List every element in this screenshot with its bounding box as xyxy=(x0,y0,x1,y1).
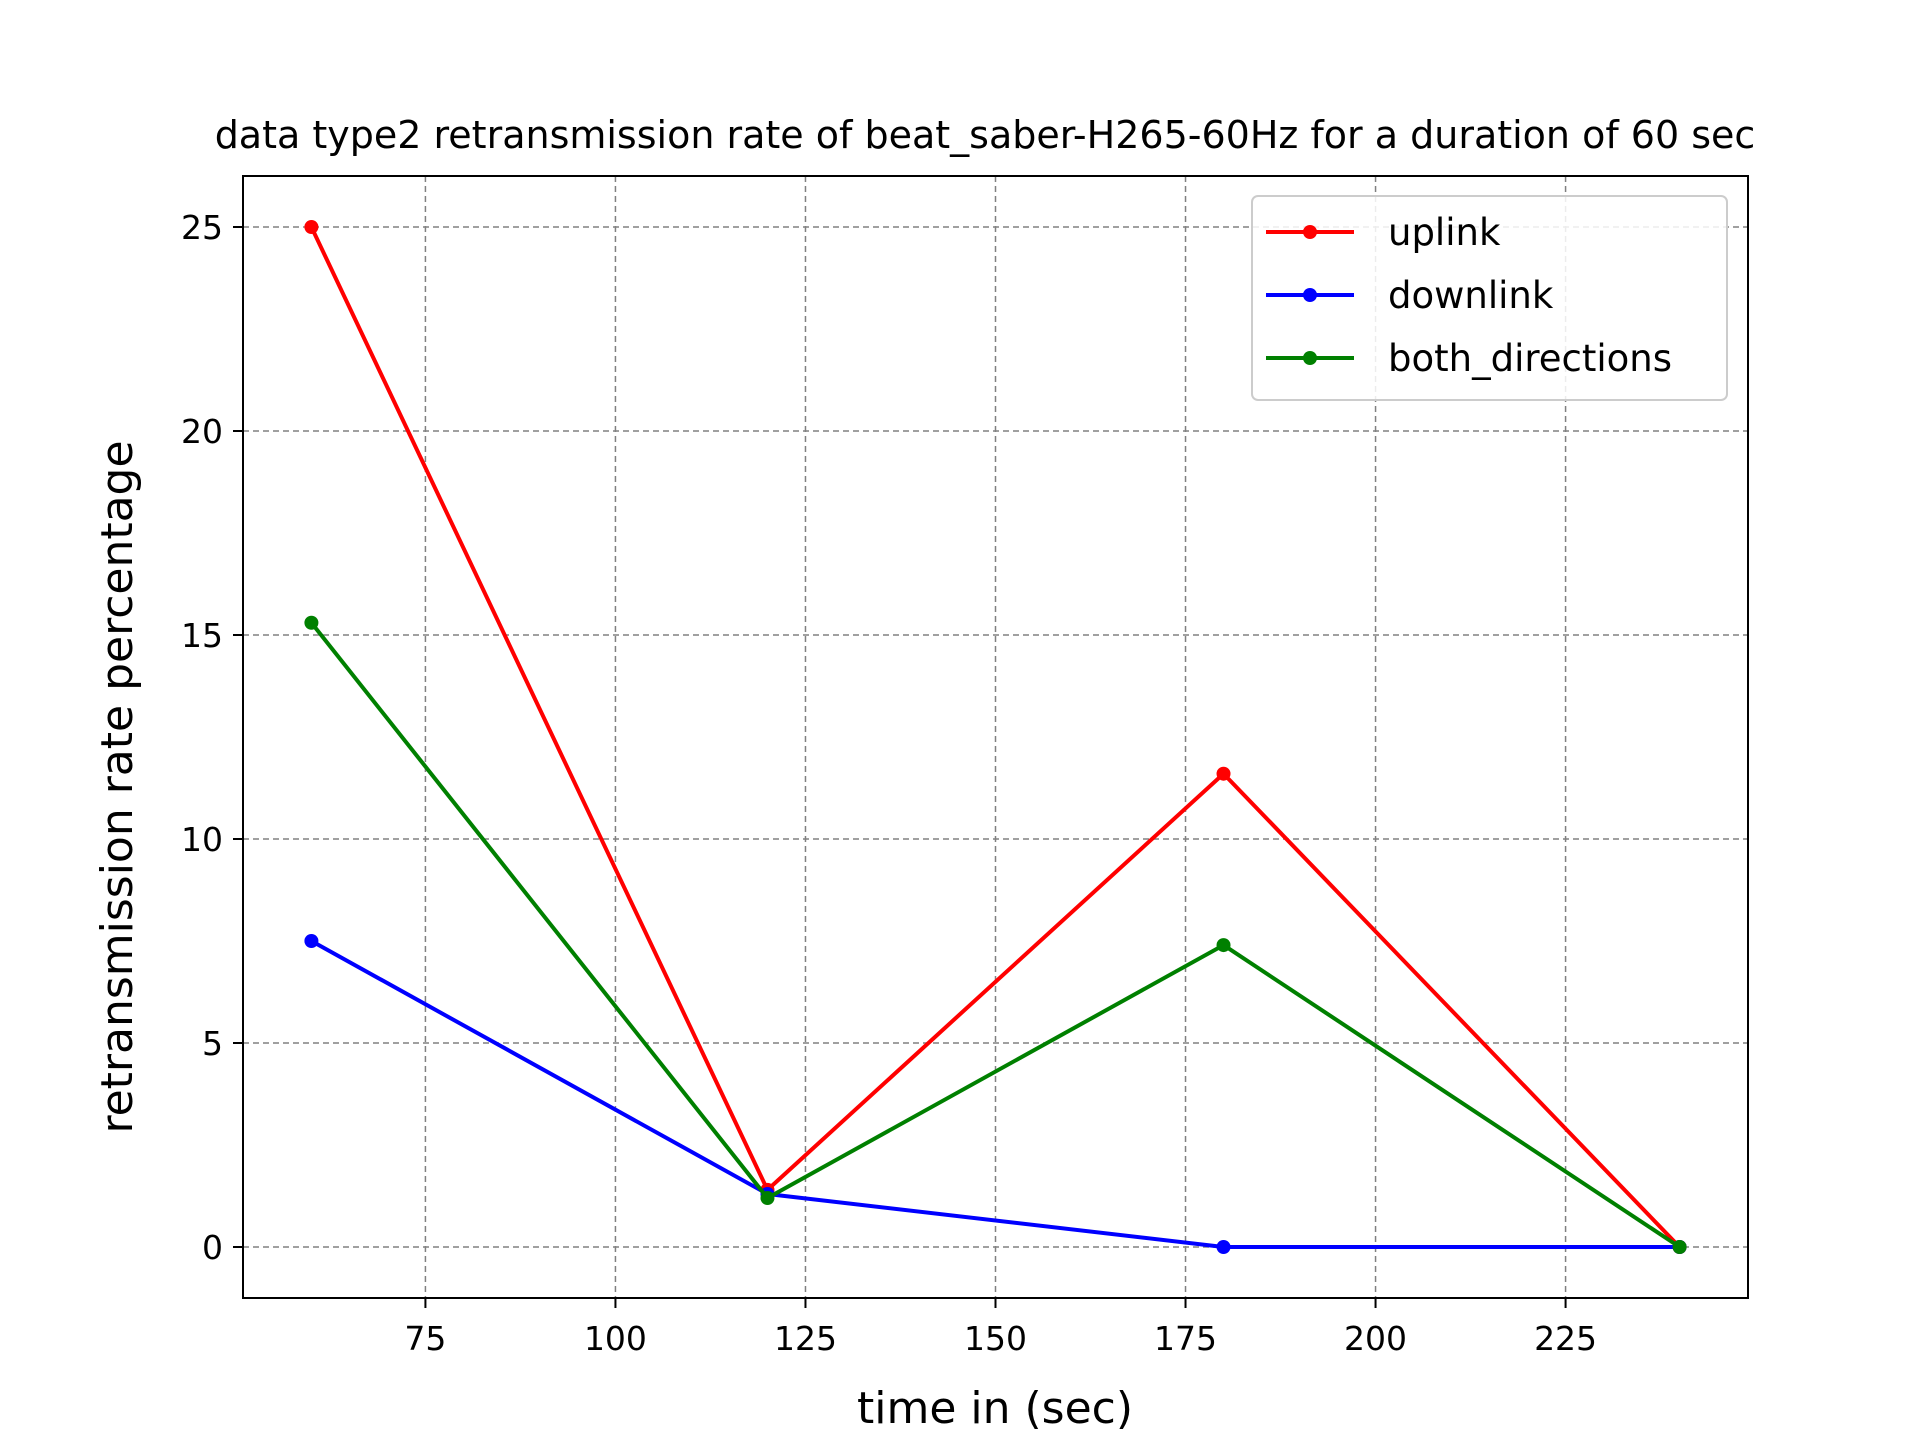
series-line xyxy=(309,621,1681,1249)
x-tick-label: 75 xyxy=(404,1319,446,1358)
data-point xyxy=(760,1191,775,1206)
series-both-directions xyxy=(304,615,1687,1254)
data-point xyxy=(304,220,319,234)
series-layer xyxy=(304,220,1687,1254)
series-line xyxy=(309,226,1682,1249)
legend-entry: downlink xyxy=(1266,274,1554,317)
legend-box xyxy=(1251,195,1728,401)
y-tick-label: 10 xyxy=(181,820,223,859)
data-point xyxy=(1216,1240,1231,1254)
legend-swatch-marker xyxy=(1303,288,1317,302)
x-tick-label: 100 xyxy=(584,1319,647,1358)
legend-label: uplink xyxy=(1388,211,1501,254)
legend-swatch-marker xyxy=(1303,351,1317,365)
data-point xyxy=(1672,1240,1687,1254)
y-tick-label: 20 xyxy=(181,412,223,451)
data-point xyxy=(1216,938,1231,953)
data-point xyxy=(1216,766,1231,781)
chart-title: data type2 retransmission rate of beat_s… xyxy=(215,113,1756,157)
legend: uplink downlink both_directions xyxy=(1251,195,1728,401)
legend-swatch-marker xyxy=(1303,225,1317,239)
x-tick-label: 150 xyxy=(964,1319,1027,1358)
series-line xyxy=(310,939,1680,1249)
ticks: 75 100 125 150 175 200 225 0 5 10 15 20 25 xyxy=(181,208,1597,1358)
x-tick-label: 225 xyxy=(1534,1319,1597,1358)
y-axis-label: retransmission rate percentage xyxy=(92,440,143,1133)
legend-entry: both_directions xyxy=(1266,337,1672,380)
data-point xyxy=(304,934,319,948)
legend-label: both_directions xyxy=(1388,337,1672,380)
x-tick-label: 125 xyxy=(774,1319,837,1358)
y-tick-label: 25 xyxy=(181,208,223,247)
x-tick-label: 175 xyxy=(1154,1319,1217,1358)
legend-entry: uplink xyxy=(1266,211,1501,254)
legend-label: downlink xyxy=(1388,274,1554,317)
y-tick-label: 15 xyxy=(181,616,223,655)
x-tick-label: 200 xyxy=(1344,1319,1407,1358)
x-axis-label: time in (sec) xyxy=(857,1383,1133,1434)
data-point xyxy=(304,615,319,630)
y-tick-label: 0 xyxy=(202,1228,223,1267)
y-tick-label: 5 xyxy=(202,1024,223,1063)
